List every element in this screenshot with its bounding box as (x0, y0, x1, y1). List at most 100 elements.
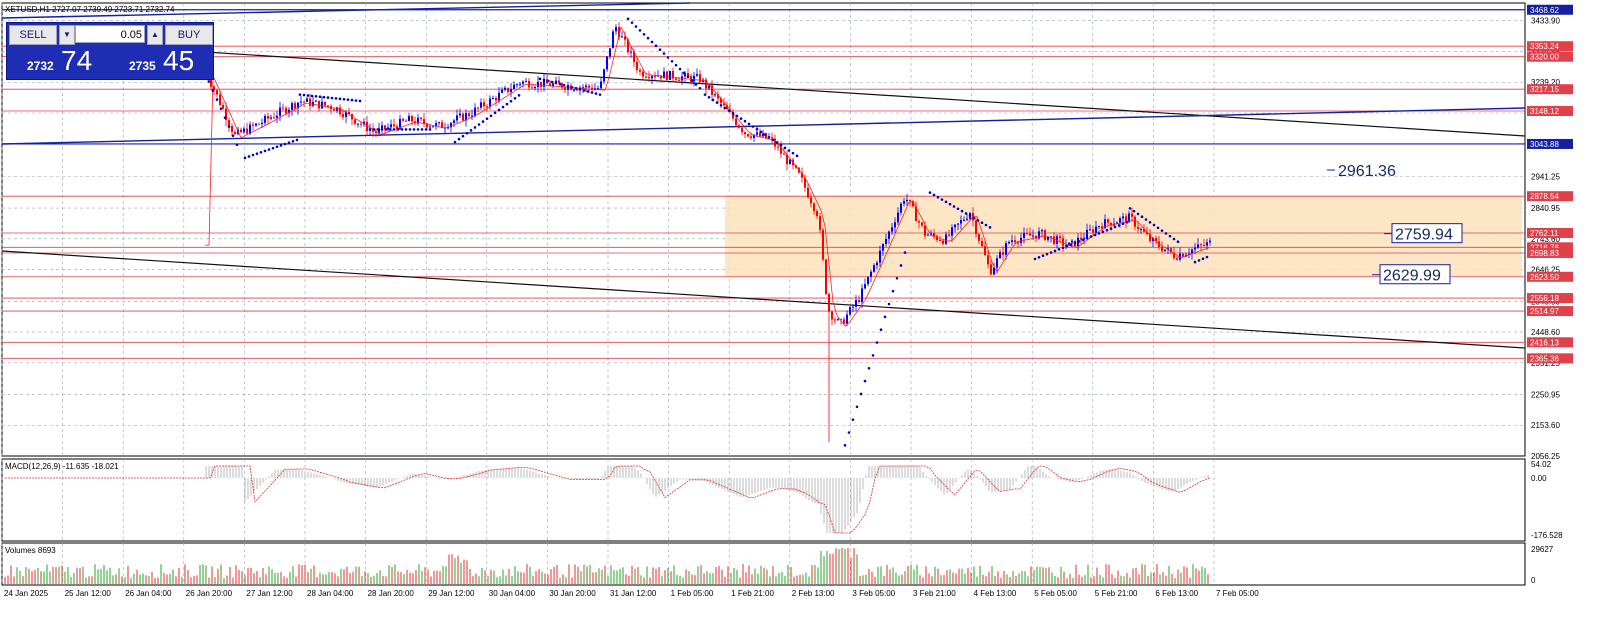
candle-body (819, 216, 821, 230)
sar-dot (940, 198, 944, 201)
lot-decrease-icon[interactable]: ▼ (59, 25, 75, 45)
candle-body (1146, 231, 1148, 235)
lot-increase-icon[interactable]: ▲ (147, 25, 163, 45)
x-tick-label: 1 Feb 21:00 (731, 589, 774, 598)
candle-body (366, 121, 368, 132)
sar-dot (219, 107, 223, 110)
candle-body (720, 98, 722, 104)
candle-body (696, 74, 698, 76)
zone-annotation-label: 2961.36 (1338, 163, 1396, 180)
sar-dot (550, 80, 554, 84)
candle-body (783, 153, 785, 155)
price-level-label: 2514.97 (1530, 307, 1559, 316)
candle-body (789, 159, 791, 165)
candle-body (1107, 219, 1109, 223)
sar-dot (747, 122, 751, 126)
candle-body (1206, 242, 1208, 246)
sar-dot (408, 128, 412, 131)
candle-body (1164, 249, 1166, 252)
sar-dot (719, 103, 723, 107)
sell-button[interactable]: SELL (9, 25, 57, 45)
sar-dot (574, 87, 578, 90)
sar-dot (694, 83, 698, 86)
candle-body (552, 83, 554, 87)
sar-dot (871, 354, 875, 357)
candle-body (375, 131, 377, 133)
sar-dot (263, 149, 267, 153)
candle-body (1017, 242, 1019, 244)
sar-dot (759, 130, 763, 134)
candle-body (867, 276, 869, 285)
sar-dot (1037, 256, 1041, 259)
sar-dot (972, 216, 976, 220)
candle-body (888, 231, 890, 239)
sell-price[interactable]: 2732 74 (9, 45, 109, 77)
sar-dot (787, 149, 791, 152)
candle-body (1089, 229, 1091, 231)
candle-body (216, 90, 218, 95)
buy-price-big: 45 (163, 45, 195, 76)
candle-body (639, 69, 641, 72)
sar-dot (988, 226, 992, 229)
candle-body (573, 89, 575, 91)
sar-dot (1053, 249, 1057, 253)
sar-dot (542, 78, 546, 82)
candle-body (852, 306, 854, 308)
sar-dot (1073, 241, 1077, 245)
trendline-top[interactable] (1, 2, 691, 19)
candle-body (936, 236, 938, 240)
candle-body (954, 224, 956, 228)
buy-price[interactable]: 2735 45 (111, 45, 211, 77)
sar-dot (235, 143, 239, 147)
candle-body (534, 87, 536, 89)
candle-body (279, 107, 281, 116)
candle-body (1002, 252, 1004, 255)
candle-body (405, 120, 407, 122)
candle-body (714, 94, 716, 96)
sar-dot (566, 84, 570, 88)
candle-body (924, 225, 926, 236)
candle-body (282, 107, 284, 109)
sar-dot (903, 251, 907, 254)
sar-dot (469, 129, 473, 132)
candle-body (912, 201, 914, 207)
zone-annotation-label: 2759.94 (1395, 227, 1453, 244)
candle-body (882, 243, 884, 251)
candle-body (1179, 253, 1181, 260)
candle-body (837, 319, 839, 321)
buy-button[interactable]: BUY (165, 25, 213, 45)
price-level-tag (1527, 247, 1573, 258)
sar-dot (594, 92, 598, 95)
candle-body (264, 115, 266, 123)
sar-dot (509, 99, 513, 103)
candle-body (471, 115, 473, 117)
sar-dot (895, 277, 899, 280)
sar-dot (346, 98, 350, 101)
annotation-box (1391, 223, 1463, 244)
trendline-resistance[interactable] (204, 51, 1526, 137)
sar-dot (562, 83, 566, 87)
candle-body (966, 218, 968, 220)
candle-body (333, 109, 335, 111)
trendline-support[interactable] (1, 107, 1526, 145)
sar-dot (412, 128, 416, 131)
candle-body (987, 255, 989, 265)
candle-body (1062, 238, 1064, 246)
lot-size-input[interactable]: 0.05 (75, 25, 145, 43)
sar-dot (956, 207, 960, 211)
sar-dot (287, 141, 291, 144)
y-tick-label: 2056.25 (1531, 452, 1560, 461)
candle-body (252, 124, 254, 126)
candle-body (807, 187, 809, 198)
candle-body (300, 101, 302, 103)
y-tick-label: 3239.20 (1531, 78, 1560, 87)
candle-body (381, 125, 383, 129)
price-level-tag (1527, 271, 1573, 282)
trendline-lower[interactable] (1, 250, 1526, 349)
candle-body (240, 129, 242, 133)
candle-body (360, 123, 362, 125)
candle-body (984, 246, 986, 256)
candle-body (765, 133, 767, 139)
